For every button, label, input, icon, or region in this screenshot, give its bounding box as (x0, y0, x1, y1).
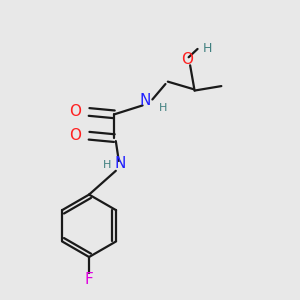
Text: H: H (103, 160, 111, 170)
Text: O: O (69, 128, 81, 143)
Text: N: N (140, 94, 151, 109)
Text: O: O (69, 104, 81, 119)
Text: H: H (159, 103, 167, 113)
Text: F: F (85, 272, 93, 287)
Text: H: H (203, 42, 212, 56)
Text: O: O (181, 52, 193, 67)
Text: N: N (115, 156, 126, 171)
